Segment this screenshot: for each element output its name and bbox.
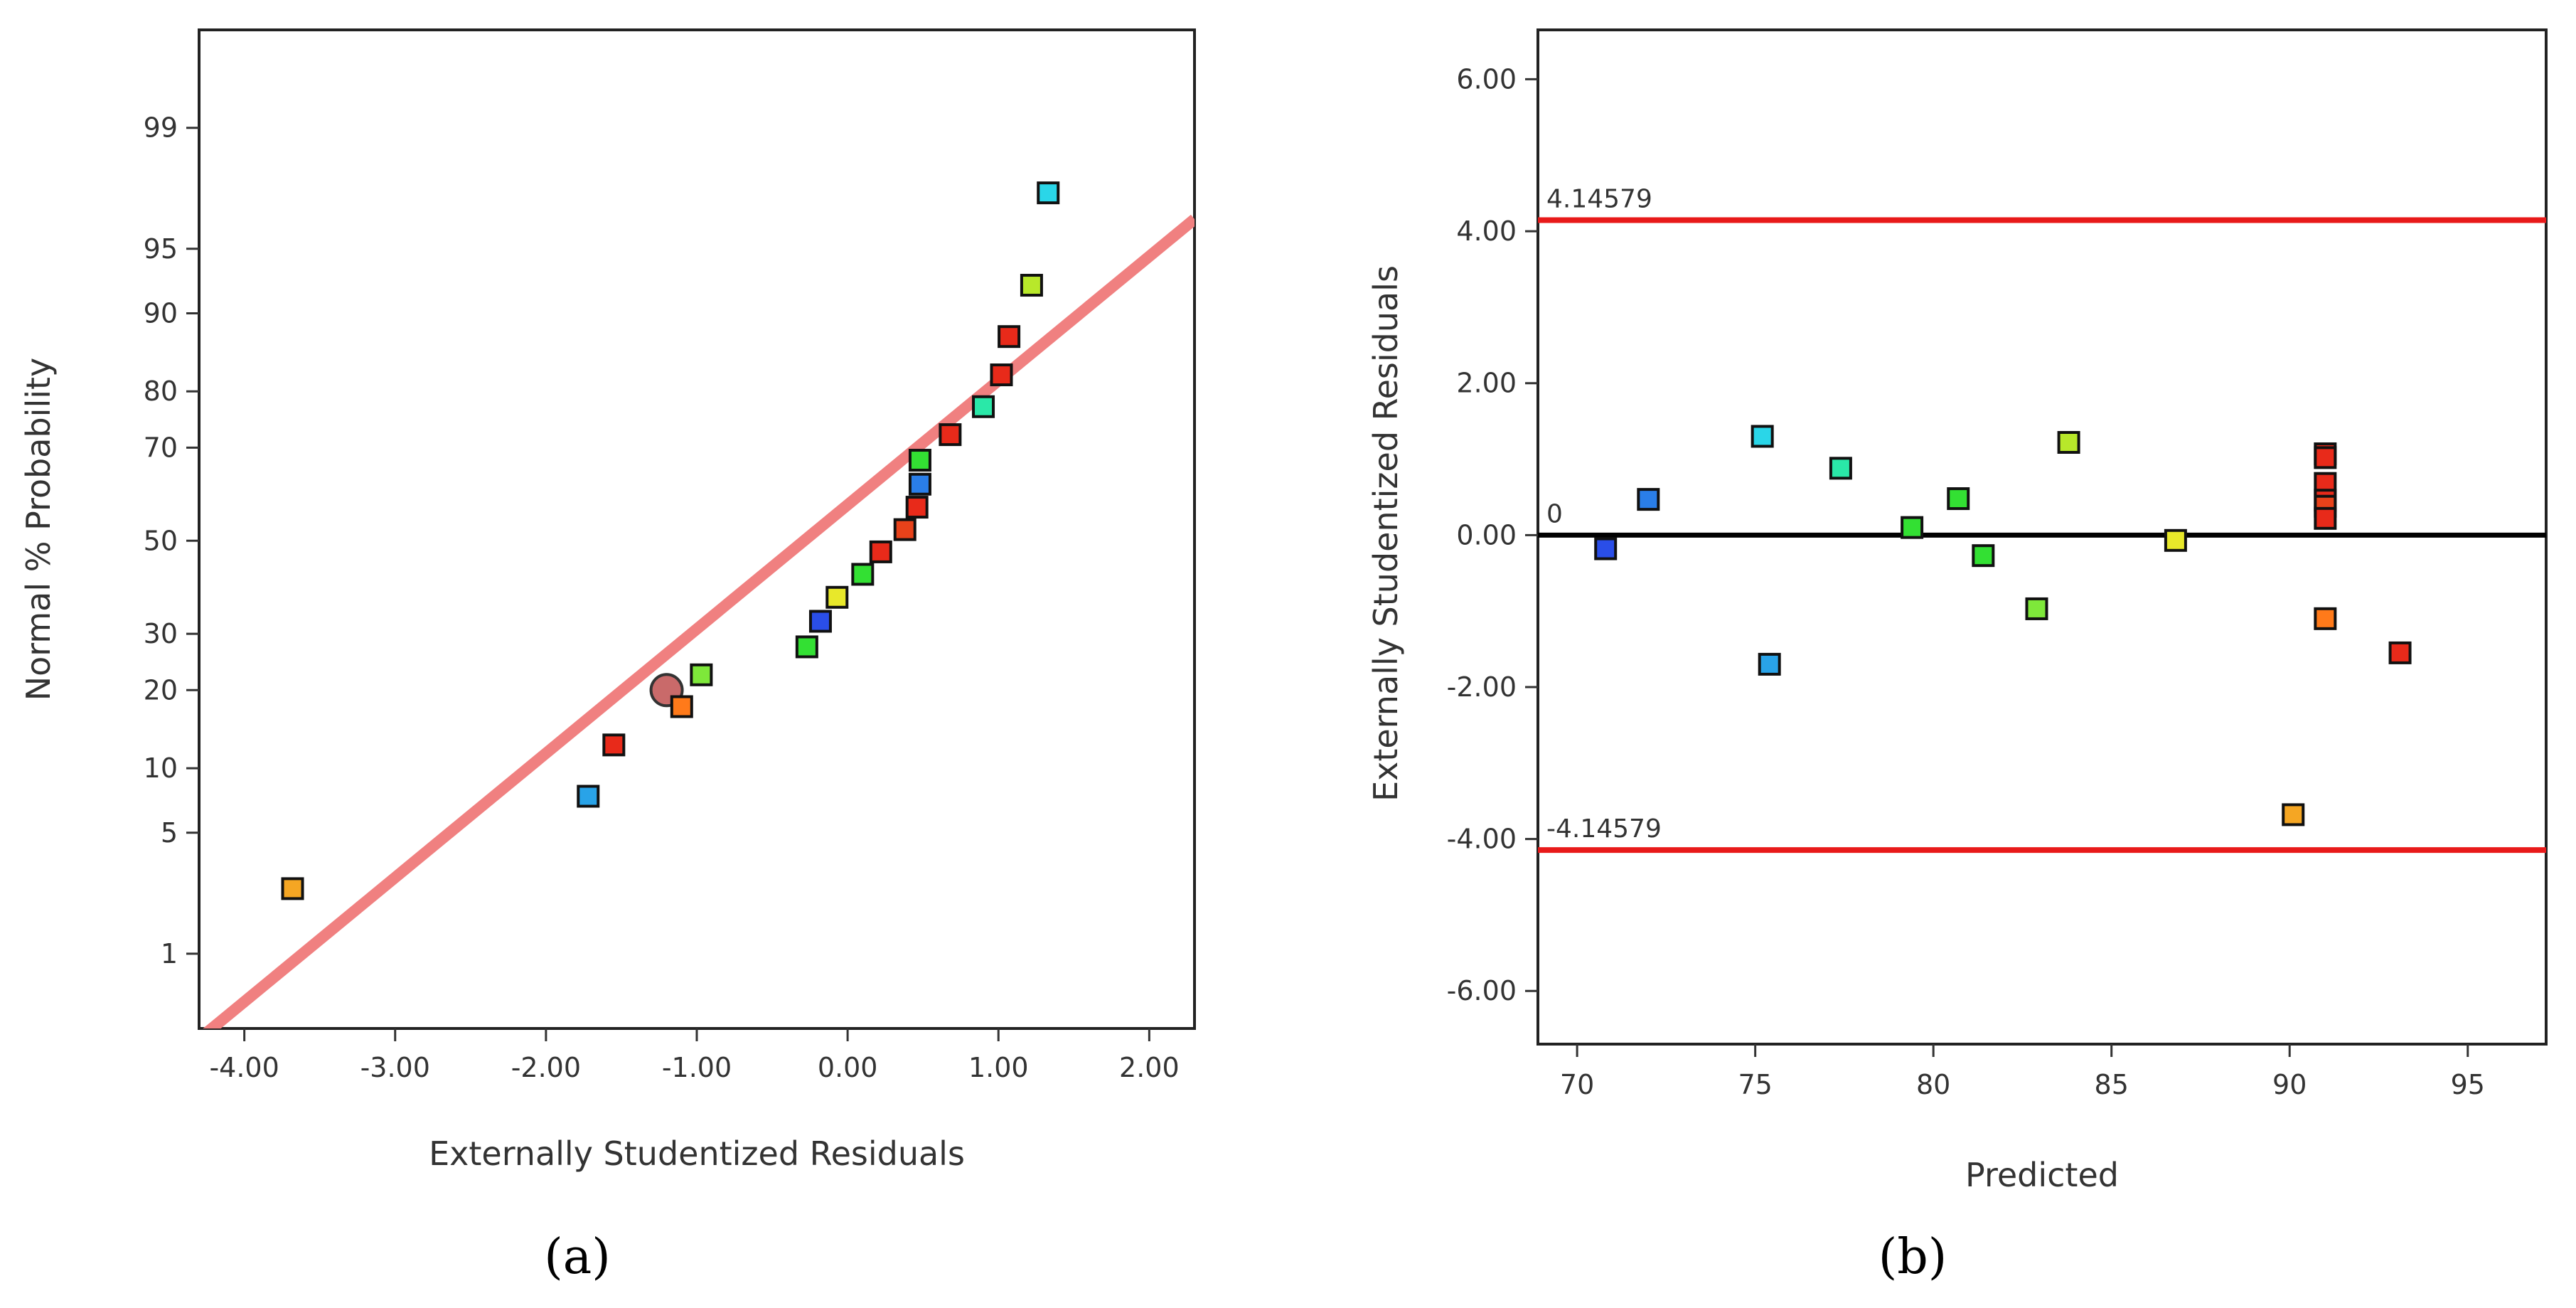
y-tick-label-a: 20 [144,674,178,706]
fit-line-a [203,214,1195,1028]
y-tick-label-b: 0.00 [1456,519,1517,551]
x-axis-title-a: Externally Studentized Residuals [429,1134,965,1173]
x-tick-label-b: 70 [1560,1069,1594,1100]
points-a [281,181,1060,900]
point-a [998,325,1021,349]
reference-line-label-b: 4.14579 [1546,184,1652,213]
x-tick-label-a: 2.00 [1119,1052,1180,1083]
point-b [1829,457,1852,480]
point-b [1758,652,1781,676]
x-tick-label-a: 0.00 [818,1052,878,1083]
point-a [990,363,1013,387]
y-tick-label-a: 95 [144,233,178,265]
point-a [808,610,832,633]
y-tick-label-b: -4.00 [1447,824,1517,855]
x-tick-label-a: -3.00 [360,1052,430,1083]
point-b [1594,537,1618,560]
y-tick-label-b: 2.00 [1456,368,1517,399]
reference-line-a [203,214,1195,1028]
y-axis-title-a: Normal % Probability [19,358,58,701]
y-tick-label-a: 5 [161,817,178,849]
x-tick-label-a: -2.00 [511,1052,581,1083]
x-tick-label-b: 95 [2451,1069,2485,1100]
x-axis-title-b: Predicted [1965,1156,2119,1194]
plot-frame-a [198,28,1196,1030]
point-b [2314,506,2337,530]
point-a [893,518,916,541]
point-b [2025,597,2048,620]
y-axis-title-b: Externally Studentized Residuals [1367,265,1405,802]
y-tick-label-a: 70 [144,432,178,463]
reference-line-label-b: -4.14579 [1546,814,1662,844]
point-b [1751,425,1774,448]
point-a [281,877,304,900]
y-tick-label-b: 6.00 [1456,63,1517,95]
point-a [1037,181,1060,205]
x-tick-label-b: 85 [2095,1069,2129,1100]
point-b [2314,607,2337,630]
panel-a: -4.00 -3.00 -2.00 -1.00 0.00 1.00 2.00 1 5 10 20 30… [19,28,1196,1285]
point-a [851,563,875,586]
point-b [1901,516,1924,539]
y-tick-label-a: 1 [161,938,178,969]
point-b [2314,446,2337,469]
x-tick-label-b: 75 [1738,1069,1772,1100]
point-b [1637,488,1660,511]
point-a [690,663,713,686]
x-tick-label-a: -4.00 [209,1052,279,1083]
point-a [670,695,693,718]
point-b [2164,528,2187,552]
point-a [908,472,931,496]
ticks-b: 70 75 80 85 90 95 -6.00 -4.00 -2.00 0.00 2.00 4.00 6… [1447,63,2485,1100]
point-a [1020,274,1043,297]
point-b [2388,641,2412,664]
point-a [905,496,929,519]
point-b [2282,803,2305,826]
x-tick-label-a: -1.00 [662,1052,732,1083]
point-a [939,423,962,447]
x-tick-label-b: 80 [1916,1069,1950,1100]
point-b [2057,431,2080,454]
reference-line-label-b: 0 [1546,499,1563,528]
point-a [577,785,600,808]
y-tick-label-a: 99 [144,112,178,144]
y-tick-label-a: 90 [144,297,178,329]
y-tick-label-b: -2.00 [1447,671,1517,703]
point-a [972,395,995,418]
y-tick-label-a: 50 [144,525,178,556]
y-tick-label-b: -6.00 [1447,975,1517,1006]
x-tick-label-a: 1.00 [968,1052,1029,1083]
y-tick-label-a: 30 [144,618,178,649]
point-a [869,540,892,563]
reference-lines-b: 4.14579 0 -4.14579 [1538,184,2546,854]
y-tick-label-a: 80 [144,376,178,407]
y-tick-label-b: 4.00 [1456,216,1517,247]
point-a [908,449,931,472]
y-tick-label-a: 10 [144,753,178,784]
x-tick-label-b: 90 [2272,1069,2307,1100]
point-a [602,733,626,757]
panel-b: 70 75 80 85 90 95 -6.00 -4.00 -2.00 0.00 2.00 4.00 6… [1367,28,2548,1285]
point-a [825,585,849,609]
panel-label-a: (a) [544,1229,611,1285]
panel-label-b: (b) [1878,1229,1947,1285]
points-b [1594,425,2412,826]
point-a [795,635,818,659]
point-b [1947,487,1970,511]
point-b [1972,544,1995,568]
ticks-a: -4.00 -3.00 -2.00 -1.00 0.00 1.00 2.00 1 5 10 20 30… [144,112,1180,1083]
